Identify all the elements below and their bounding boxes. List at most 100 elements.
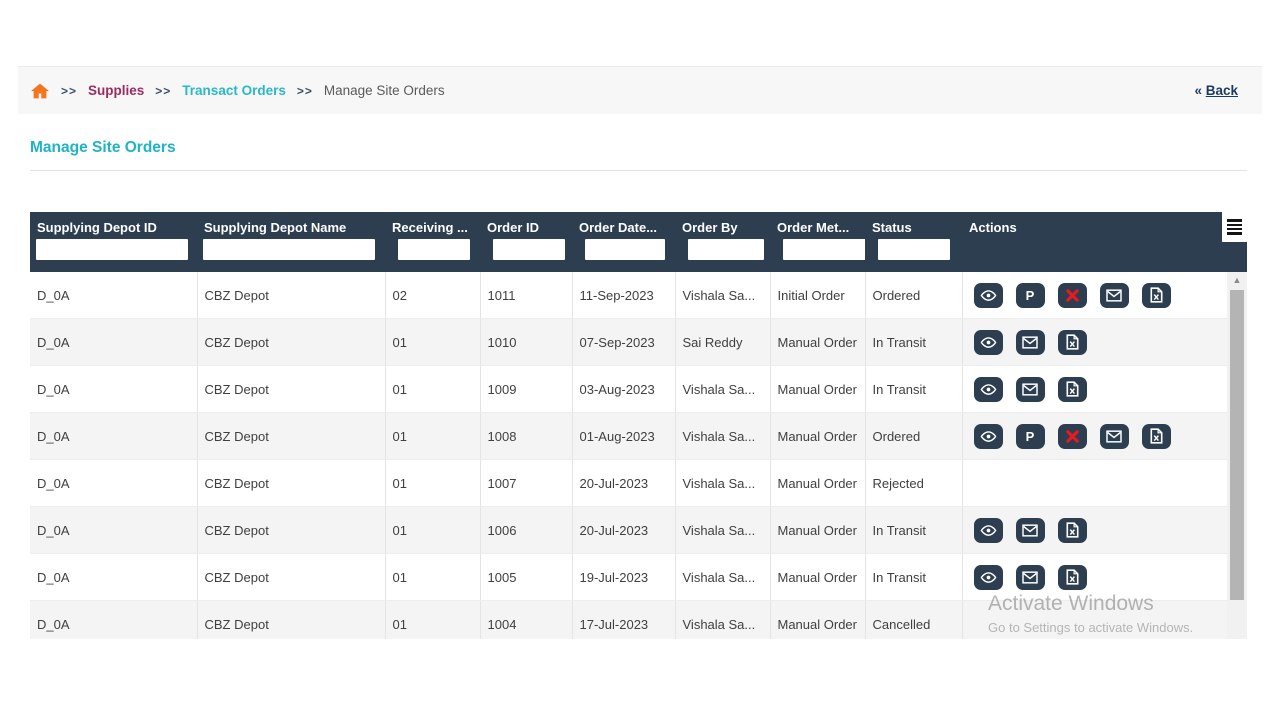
actions-cell: [962, 600, 1247, 639]
column-header-label: Order By: [682, 220, 738, 235]
excel-button[interactable]: [1141, 282, 1171, 308]
table-row: D_0A CBZ Depot 01 1008 01-Aug-2023 Vishala Sa…: [30, 412, 1247, 460]
mail-icon: [1022, 523, 1038, 537]
actions-cell: [962, 506, 1247, 554]
excel-icon: [1150, 428, 1163, 444]
filter-input[interactable]: [878, 239, 950, 260]
cancel-icon: [1065, 288, 1079, 302]
mail-button[interactable]: [1015, 564, 1045, 590]
breadcrumb-separator: >>: [61, 83, 78, 98]
mail-button[interactable]: [1015, 329, 1045, 355]
table-cell: D_0A: [30, 553, 198, 601]
back-button[interactable]: « Back: [1194, 83, 1238, 98]
table-row: D_0A CBZ Depot 01 1004 17-Jul-2023 Vishala Sa…: [30, 600, 1247, 639]
table-cell: Vishala Sa...: [675, 272, 771, 319]
actions-cell: [962, 459, 1247, 507]
column-header: Status: [865, 212, 962, 272]
filter-input[interactable]: [783, 239, 871, 260]
table-header-row: Supplying Depot ID Supplying Depot Name Re…: [30, 212, 1247, 272]
scrollbar[interactable]: ▲: [1227, 272, 1247, 639]
table-cell: Manual Order: [770, 553, 866, 601]
table-cell: D_0A: [30, 412, 198, 460]
column-header-label: Order Met...: [777, 220, 850, 235]
table-cell: CBZ Depot: [197, 365, 386, 413]
excel-button[interactable]: [1057, 376, 1087, 402]
page-title: Manage Site Orders: [30, 139, 176, 156]
table-cell: 01: [385, 318, 481, 366]
view-button[interactable]: [973, 282, 1003, 308]
mail-button[interactable]: [1099, 423, 1129, 449]
home-icon[interactable]: [30, 82, 50, 100]
table-cell: 03-Aug-2023: [572, 365, 676, 413]
p-icon: P: [1025, 287, 1035, 303]
mail-icon: [1106, 429, 1122, 443]
mail-button[interactable]: [1015, 517, 1045, 543]
excel-button[interactable]: [1141, 423, 1171, 449]
table-cell: 1006: [480, 506, 573, 554]
p-button[interactable]: P: [1015, 423, 1045, 449]
breadcrumb-current-page: Manage Site Orders: [323, 83, 445, 98]
excel-icon: [1066, 334, 1079, 350]
table-cell: 1010: [480, 318, 573, 366]
actions-cell: [962, 553, 1247, 601]
filter-input[interactable]: [398, 239, 470, 260]
scroll-up-arrow[interactable]: ▲: [1232, 275, 1242, 285]
back-chevrons-icon: «: [1194, 83, 1202, 98]
table-cell: 02: [385, 272, 481, 319]
column-header: Actions: [962, 212, 1247, 272]
table-cell: Vishala Sa...: [675, 600, 771, 639]
column-header-label: Receiving ...: [392, 220, 468, 235]
table-cell: D_0A: [30, 318, 198, 366]
column-header: Supplying Depot Name: [197, 212, 385, 272]
table-row: D_0A CBZ Depot 01 1005 19-Jul-2023 Vishala Sa…: [30, 553, 1247, 601]
table-cell: 20-Jul-2023: [572, 506, 676, 554]
table-cell: 01: [385, 553, 481, 601]
table-cell: Ordered: [865, 412, 963, 460]
excel-button[interactable]: [1057, 564, 1087, 590]
column-header-label: Supplying Depot Name: [204, 220, 347, 235]
table-cell: CBZ Depot: [197, 318, 386, 366]
p-button[interactable]: P: [1015, 282, 1045, 308]
view-button[interactable]: [973, 423, 1003, 449]
excel-icon: [1066, 569, 1079, 585]
table-cell: CBZ Depot: [197, 412, 386, 460]
cancel-button[interactable]: [1057, 423, 1087, 449]
table-cell: 17-Jul-2023: [572, 600, 676, 639]
filter-input[interactable]: [585, 239, 665, 260]
filter-input[interactable]: [493, 239, 565, 260]
p-icon: P: [1025, 428, 1035, 444]
table-cell: 1008: [480, 412, 573, 460]
mail-icon: [1022, 570, 1038, 584]
table-cell: 11-Sep-2023: [572, 272, 676, 319]
filter-input[interactable]: [36, 239, 188, 260]
scrollbar-thumb[interactable]: [1230, 290, 1244, 600]
cancel-button[interactable]: [1057, 282, 1087, 308]
table-cell: Sai Reddy: [675, 318, 771, 366]
filter-input[interactable]: [203, 239, 375, 260]
table-cell: Rejected: [865, 459, 963, 507]
orders-table: Supplying Depot ID Supplying Depot Name Re…: [30, 212, 1247, 639]
mail-button[interactable]: [1099, 282, 1129, 308]
mail-icon: [1106, 288, 1122, 302]
breadcrumb-separator: >>: [296, 83, 313, 98]
view-button[interactable]: [973, 517, 1003, 543]
excel-button[interactable]: [1057, 329, 1087, 355]
view-button[interactable]: [973, 376, 1003, 402]
column-header: Receiving ...: [385, 212, 480, 272]
table-row: D_0A CBZ Depot 01 1007 20-Jul-2023 Vishala Sa…: [30, 459, 1247, 507]
column-header: Order Met...: [770, 212, 871, 272]
excel-button[interactable]: [1057, 517, 1087, 543]
view-button[interactable]: [973, 564, 1003, 590]
mail-button[interactable]: [1015, 376, 1045, 402]
excel-icon: [1066, 381, 1079, 397]
filter-input[interactable]: [688, 239, 764, 260]
cancel-icon: [1065, 429, 1079, 443]
breadcrumb-link-supplies[interactable]: Supplies: [88, 83, 145, 98]
table-cell: Manual Order: [770, 459, 866, 507]
table-cell: D_0A: [30, 506, 198, 554]
view-button[interactable]: [973, 329, 1003, 355]
column-menu-button[interactable]: [1222, 212, 1247, 242]
table-cell: Cancelled: [865, 600, 963, 639]
breadcrumb-link-transact-orders[interactable]: Transact Orders: [182, 83, 286, 98]
excel-icon: [1066, 522, 1079, 538]
